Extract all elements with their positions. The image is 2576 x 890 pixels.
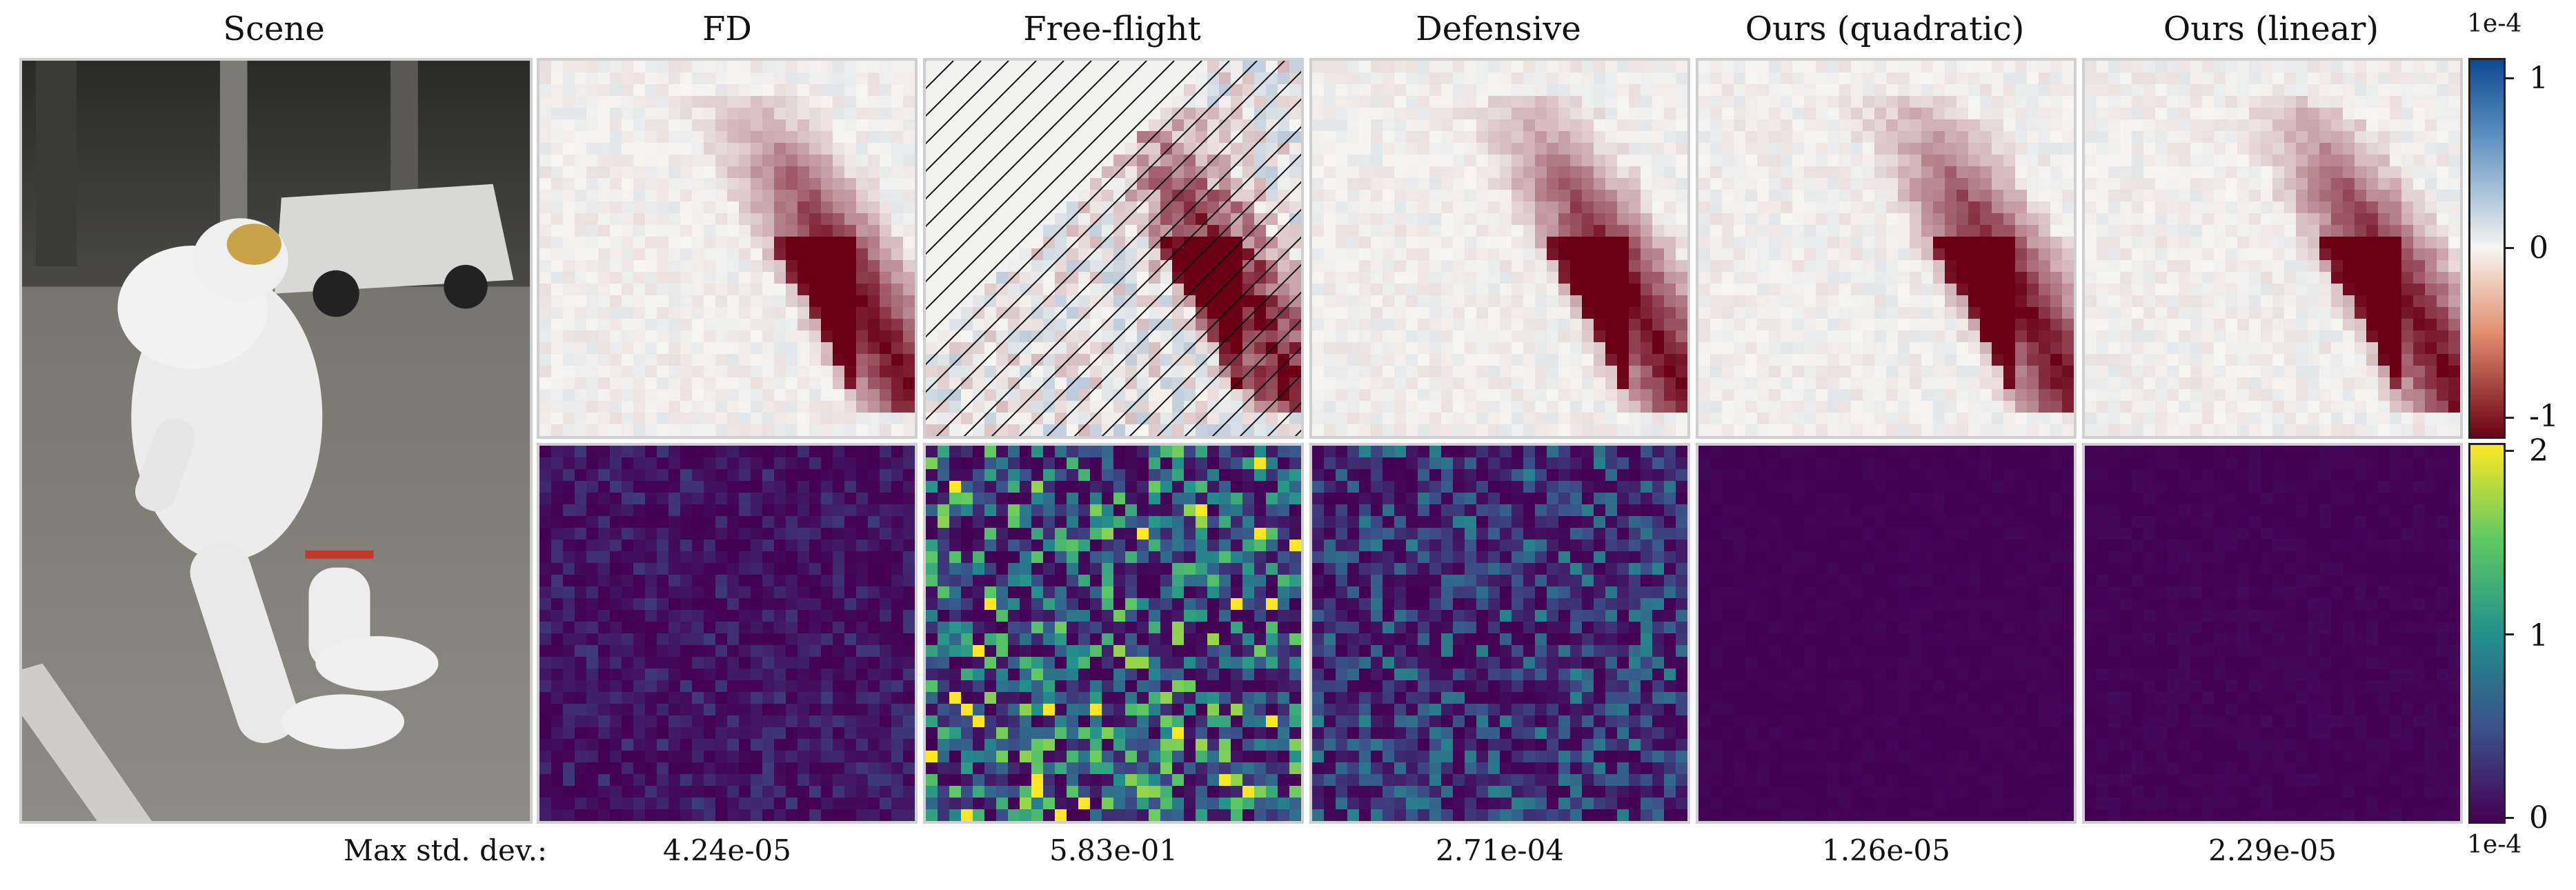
max-std-value-defensive: 2.71e-04 bbox=[1435, 833, 1564, 867]
gradient-map-fd bbox=[537, 58, 918, 439]
stddev-colorbar-tick-label: 2 bbox=[2529, 433, 2548, 468]
stddev-colorbar-tick-label: 0 bbox=[2529, 800, 2548, 835]
hatch-line bbox=[1046, 181, 1301, 436]
max-std-row-label: Max std. dev.: bbox=[344, 833, 548, 867]
astronaut-scene-illustration bbox=[22, 61, 530, 821]
stddev-map-ours-linear bbox=[2082, 443, 2463, 824]
hatch-line bbox=[1294, 429, 1301, 436]
hatch-line bbox=[926, 61, 982, 117]
max-std-value-ours-linear: 2.29e-05 bbox=[2208, 833, 2337, 867]
stddev-map-free-flight bbox=[923, 443, 1304, 824]
hatch-line bbox=[926, 61, 1175, 310]
gradient-map-ours-linear bbox=[2082, 58, 2463, 439]
gradient-colorbar-tick-label: -1 bbox=[2529, 399, 2559, 434]
hatch-line bbox=[1018, 153, 1301, 436]
column-title-ours-linear: Ours (linear) bbox=[2163, 10, 2379, 48]
gradient-colorbar-tick-mid bbox=[2506, 247, 2514, 249]
gradient-colorbar-tick-bottom bbox=[2506, 417, 2514, 419]
hatch-line bbox=[1156, 291, 1301, 436]
gradient-map-ours-quadratic bbox=[1696, 58, 2077, 439]
stddev-colorbar-tick-mid bbox=[2506, 633, 2514, 635]
hatch-line bbox=[1101, 236, 1301, 436]
stddev-map-fd bbox=[537, 443, 918, 824]
gradient-colorbar bbox=[2468, 58, 2506, 439]
hatch-line bbox=[1129, 264, 1301, 436]
gradient-map-defensive bbox=[1309, 58, 1690, 439]
gradient-colorbar-exponent: 1e-4 bbox=[2467, 10, 2522, 38]
hatch-line bbox=[926, 61, 1064, 200]
hatch-line bbox=[926, 61, 1009, 145]
hatch-line bbox=[935, 70, 1301, 436]
column-title-defensive: Defensive bbox=[1416, 10, 1581, 48]
stddev-colorbar-tick-top bbox=[2506, 450, 2514, 452]
hatch-line bbox=[1211, 346, 1301, 436]
hatch-line bbox=[926, 61, 1092, 228]
max-std-value-ours-quadratic: 1.26e-05 bbox=[1821, 833, 1950, 867]
hatch-line bbox=[1239, 374, 1301, 436]
scene-image bbox=[19, 58, 533, 824]
hatch-overlay bbox=[926, 61, 1301, 436]
hatch-line bbox=[963, 98, 1301, 436]
column-title-fd: FD bbox=[702, 10, 752, 48]
hatch-line bbox=[926, 61, 1230, 366]
stddev-colorbar bbox=[2468, 443, 2506, 824]
hatch-line bbox=[926, 61, 1285, 421]
max-std-value-fd: 4.24e-05 bbox=[662, 833, 791, 867]
gradient-colorbar-tick-label: 1 bbox=[2529, 61, 2548, 96]
scene-title: Scene bbox=[223, 10, 325, 48]
stddev-map-ours-quadratic bbox=[1696, 443, 2077, 824]
stddev-map-defensive bbox=[1309, 443, 1690, 824]
gradient-map-free-flight bbox=[923, 58, 1304, 439]
hatch-line bbox=[926, 61, 1202, 338]
column-title-free-flight: Free-flight bbox=[1023, 10, 1201, 48]
gradient-colorbar-tick-label: 0 bbox=[2529, 230, 2548, 266]
hatch-line bbox=[926, 61, 1147, 283]
hatch-line bbox=[926, 61, 1037, 172]
stddev-colorbar-tick-label: 1 bbox=[2529, 618, 2548, 653]
stddev-colorbar-exponent: 1e-4 bbox=[2467, 831, 2522, 859]
hatch-line bbox=[1073, 208, 1301, 436]
hatch-line bbox=[991, 126, 1301, 436]
hatch-line bbox=[1184, 319, 1301, 436]
hatch-line bbox=[926, 61, 1258, 393]
column-title-ours-quadratic: Ours (quadratic) bbox=[1745, 10, 2025, 48]
max-std-value-free-flight: 5.83e-01 bbox=[1049, 833, 1178, 867]
hatch-line bbox=[926, 61, 1120, 255]
stddev-colorbar-tick-bottom bbox=[2506, 817, 2514, 819]
gradient-colorbar-tick-top bbox=[2506, 77, 2514, 79]
